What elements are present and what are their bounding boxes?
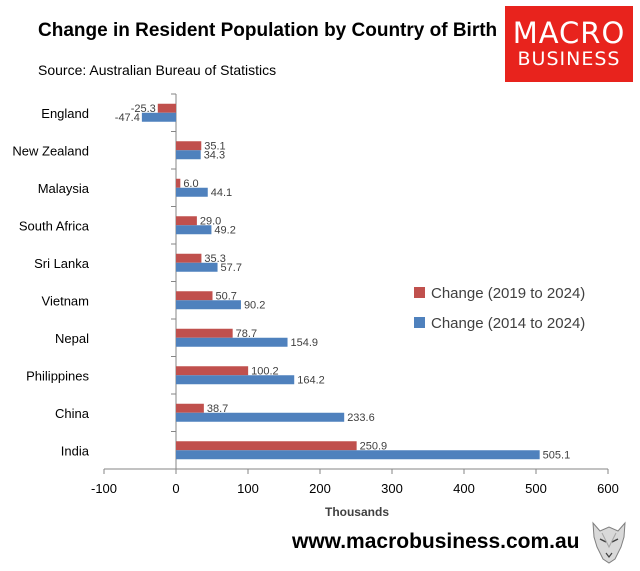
data-label: 6.0 [183,178,198,190]
data-label: 233.6 [347,412,375,424]
data-label: 50.7 [216,290,237,302]
legend-swatch [414,287,425,298]
bar-red [176,141,202,151]
x-tick-label: 300 [381,481,403,496]
data-label: 505.1 [543,449,571,461]
category-label: China [55,406,90,421]
x-tick-label: 600 [597,481,619,496]
bar-blue [176,337,288,347]
category-label: England [41,106,89,121]
chart-source: Source: Australian Bureau of Statistics [38,62,277,78]
x-axis-label: Thousands [325,505,389,519]
bar-red [176,366,249,376]
legend-entry: Change (2019 to 2024) [431,285,585,302]
website-url[interactable]: www.macrobusiness.com.au [292,530,580,553]
data-label: 34.3 [204,149,225,161]
data-label: -25.3 [131,103,156,115]
data-label: 29.0 [200,215,221,227]
data-label: 35.3 [204,253,225,265]
category-label: New Zealand [12,143,89,158]
plot-area: -100 0 100 200 300 400 500 600 England -25.3-47.4… [12,93,619,496]
bar-red [176,441,357,451]
category-label: Malaysia [38,181,90,196]
bar-blue [141,112,176,122]
category-label: South Africa [19,218,90,233]
bar-blue [176,375,295,385]
wolf-logo-icon [588,517,630,567]
bar-red [176,253,202,263]
legend-entry: Change (2014 to 2024) [431,315,585,332]
data-label: 250.9 [360,440,388,452]
macrobusiness-logo: MACRO BUSINESS [505,6,633,82]
logo-line-2: BUSINESS [517,48,621,70]
x-tick-label: 500 [525,481,547,496]
bar-red [176,291,213,301]
bar-red [176,403,204,413]
bar-blue [176,412,345,422]
legend-swatch [414,317,425,328]
data-label: 49.2 [214,224,235,236]
x-tick-label: 200 [309,481,331,496]
bar-red [176,328,233,338]
x-tick-label: 400 [453,481,475,496]
data-label: 78.7 [236,328,257,340]
bar-red [176,178,181,188]
bar-blue [176,300,241,310]
x-tick-label: 0 [172,481,179,496]
bar-blue [176,450,540,460]
bar-blue [176,225,212,235]
data-label: -47.4 [115,112,140,124]
bar-blue [176,150,201,160]
chart-title: Change in Resident Population by Country… [38,20,498,41]
bar-blue [176,187,208,197]
bar-red [176,216,197,226]
data-label: 44.1 [211,187,232,199]
x-tick-label: -100 [91,481,117,496]
bar-blue [176,262,218,272]
data-label: 154.9 [291,337,319,349]
data-label: 90.2 [244,299,265,311]
data-label: 164.2 [297,374,325,386]
data-label: 100.2 [251,365,279,377]
data-label: 38.7 [207,403,228,415]
category-label: Vietnam [42,293,89,308]
category-label: Nepal [55,331,89,346]
bar-red [157,103,176,113]
category-label: India [61,443,90,458]
category-label: Philippines [26,368,89,383]
data-label: 35.1 [204,140,225,152]
category-label: Sri Lanka [34,256,90,271]
x-tick-label: 100 [237,481,259,496]
data-label: 57.7 [221,262,242,274]
logo-line-1: MACRO [512,16,626,50]
